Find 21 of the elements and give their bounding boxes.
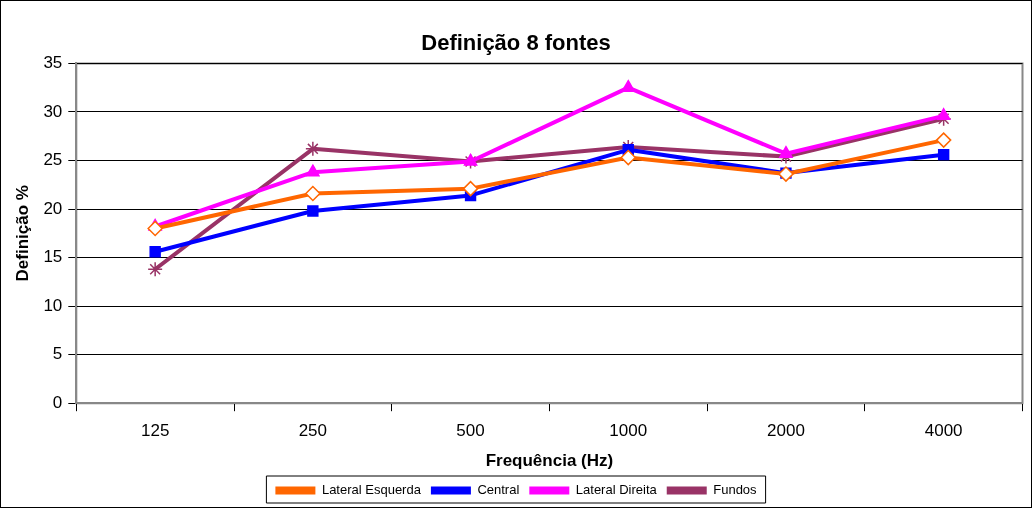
legend-label: Lateral Direita xyxy=(575,482,658,498)
x-tick-label: 1000 xyxy=(609,421,648,441)
y-axis-title: Definição % xyxy=(12,185,32,282)
x-tick-label: 500 xyxy=(456,421,485,441)
legend-label: Central xyxy=(477,482,520,498)
x-tick-label: 250 xyxy=(298,421,328,441)
y-tick-label: 20 xyxy=(43,198,63,218)
y-tick-label: 30 xyxy=(43,101,63,121)
x-tick-label: 4000 xyxy=(924,421,963,441)
y-tick-label: 25 xyxy=(43,150,63,170)
y-tick-label: 0 xyxy=(52,392,63,412)
chart-title: Definição 8 fontes xyxy=(421,30,611,56)
y-tick-label: 5 xyxy=(52,344,63,364)
y-tick-label: 15 xyxy=(43,247,63,267)
y-tick-label: 10 xyxy=(43,295,63,315)
x-axis-title: Frequência (Hz) xyxy=(485,451,614,471)
x-tick-label: 2000 xyxy=(767,421,805,441)
x-tick-label: 125 xyxy=(140,421,170,441)
legend-label: Fundos xyxy=(713,482,758,498)
legend-label: Lateral Esquerda xyxy=(321,482,422,498)
y-tick-label: 35 xyxy=(43,53,63,73)
